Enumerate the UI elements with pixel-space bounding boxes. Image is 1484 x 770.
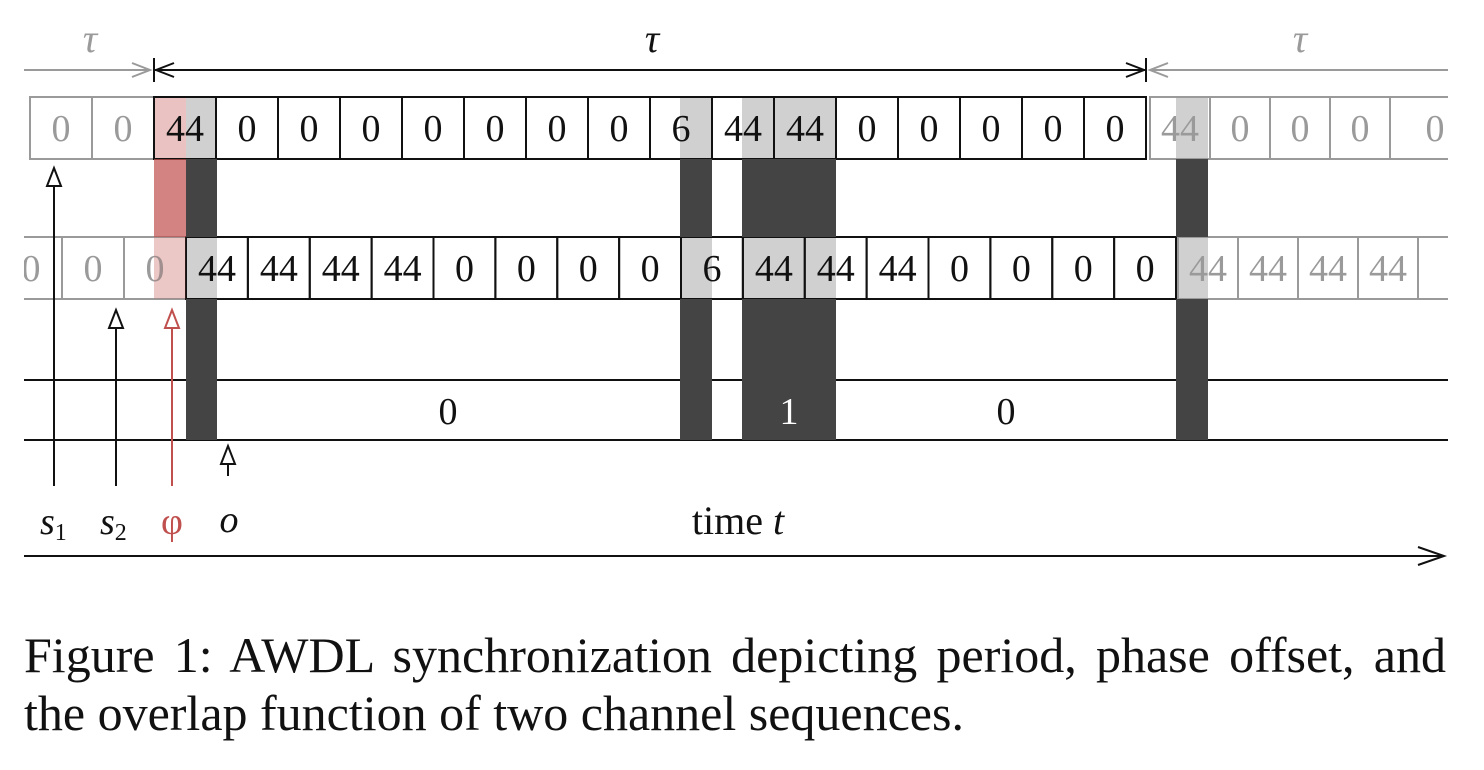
sequence_1-right-value: 44 bbox=[1161, 108, 1199, 150]
sequence_2-main-value: 44 bbox=[322, 248, 360, 290]
period-label-left: τ bbox=[83, 16, 99, 61]
overlap-block-a bbox=[186, 299, 217, 440]
sequence_2-right-value: 0 bbox=[1454, 248, 1473, 290]
sequence_1-left-value: 0 bbox=[52, 108, 71, 150]
sequence_1-main-value: 44 bbox=[166, 108, 204, 150]
s1-label: s1 bbox=[40, 501, 67, 546]
row2-highlight-a bbox=[186, 237, 217, 299]
sequence_2-main-value: 6 bbox=[702, 248, 721, 290]
phi-marker-arrowhead bbox=[163, 307, 181, 329]
sequence_2-left-value: 0 bbox=[22, 248, 41, 290]
sequence_1-main-value: 0 bbox=[1106, 108, 1125, 150]
phi-label: φ bbox=[161, 501, 183, 543]
sequence_1-main-value: 44 bbox=[786, 108, 824, 150]
row2-highlight-phase bbox=[154, 237, 186, 299]
period-arrows bbox=[24, 58, 1448, 82]
time-axis-arrowhead bbox=[1417, 546, 1448, 566]
sequence_2-right-value: 44 bbox=[1249, 248, 1287, 290]
sequence_1-right-value: 0 bbox=[1351, 108, 1370, 150]
overlap-label-0-left: 0 bbox=[439, 391, 458, 433]
sequence_1-main-value: 6 bbox=[672, 108, 691, 150]
period-main-arrowhead-right bbox=[1125, 62, 1147, 78]
period-main-arrowhead-left bbox=[153, 62, 175, 78]
sequence_2-main-value: 44 bbox=[817, 248, 855, 290]
sequence_2-main-value: 44 bbox=[260, 248, 298, 290]
sequence_2-right-value: 44 bbox=[1309, 248, 1347, 290]
sequence_1-main-value: 0 bbox=[610, 108, 629, 150]
overlap-block-c bbox=[742, 299, 836, 440]
sequence_1-main-value: 44 bbox=[724, 108, 762, 150]
sequence_2-main-value: 0 bbox=[641, 248, 660, 290]
row1-highlight-phase bbox=[154, 97, 186, 159]
sequence_2-main-value: 44 bbox=[198, 248, 236, 290]
o-marker-arrowhead bbox=[219, 443, 237, 465]
row1-highlight-d bbox=[1176, 97, 1208, 159]
sequence_2-right-value: 44 bbox=[1369, 248, 1407, 290]
overlap-block-b bbox=[680, 299, 712, 440]
period-label-main: τ bbox=[645, 16, 661, 61]
time-axis-label: time t bbox=[692, 498, 785, 543]
row2-highlight-c bbox=[742, 237, 836, 299]
sequence_2-main-value: 0 bbox=[579, 248, 598, 290]
sequence_2-main-value: 0 bbox=[950, 248, 969, 290]
sequence_1-right-value: 0 bbox=[1291, 108, 1310, 150]
s1-marker-arrowhead bbox=[45, 165, 63, 187]
sequence_1-main-value: 0 bbox=[362, 108, 381, 150]
row1-highlight-c bbox=[742, 97, 836, 159]
dark-connector-a bbox=[186, 159, 217, 237]
sequence_2-main-cell bbox=[1113, 236, 1177, 300]
dark-connector-b bbox=[680, 159, 712, 237]
overlap-label-1: 1 bbox=[780, 391, 799, 433]
sequence_2-main-value: 0 bbox=[517, 248, 536, 290]
sequence_1-main-value: 0 bbox=[858, 108, 877, 150]
sequence_2-right-cell bbox=[1417, 236, 1448, 300]
sequence_2-main-value: 44 bbox=[879, 248, 917, 290]
sequence_2-main-value: 0 bbox=[1074, 248, 1093, 290]
marker-arrows bbox=[45, 165, 237, 486]
channel-sequence-2: 0 0 0 44 44 44 44 0 0 0 0 6 44 44 44 0 0 0 0 44 44 44 44 0 bbox=[22, 236, 1473, 300]
overlap-connectors bbox=[154, 159, 1208, 299]
row2-highlight-b bbox=[680, 237, 712, 299]
sequence_2-main-value: 0 bbox=[1012, 248, 1031, 290]
row2-highlight-d bbox=[1176, 237, 1208, 299]
red-connector bbox=[154, 159, 186, 237]
channel-sequence-1: 0 0 44 0 0 0 0 0 0 0 6 44 44 0 0 0 0 0 44 0 0 0 0 bbox=[29, 96, 1448, 160]
sequence_1-main-value: 0 bbox=[424, 108, 443, 150]
sequence_1-main-value: 0 bbox=[548, 108, 567, 150]
o-label: o bbox=[220, 499, 239, 541]
awdl-sync-diagram: τ τ τ 0 0 44 0 0 0 0 0 0 0 6 44 44 0 0 0 0 0 44 0 0 0 0 0 0 0 44 4… bbox=[22, 16, 1473, 566]
period-left-gray-arrowhead bbox=[131, 62, 153, 78]
sequence_1-right-cell bbox=[1389, 96, 1448, 160]
sequence_2-left-value: 0 bbox=[84, 248, 103, 290]
sequence_2-main-value: 44 bbox=[384, 248, 422, 290]
sequence_1-main-value: 0 bbox=[486, 108, 505, 150]
sequence_1-main-value: 0 bbox=[982, 108, 1001, 150]
overlap-block-d bbox=[1176, 299, 1208, 440]
row1-highlight-a bbox=[186, 97, 217, 159]
sequence_1-main-value: 0 bbox=[1044, 108, 1063, 150]
figure-caption: Figure 1: AWDL synchronization depicting… bbox=[24, 627, 1446, 741]
s2-label: s2 bbox=[100, 501, 127, 546]
sequence_1-right-value: 0 bbox=[1426, 108, 1445, 150]
sequence_1-left-value: 0 bbox=[114, 108, 133, 150]
red-connector-lower bbox=[154, 237, 186, 299]
sequence_2-left-value: 0 bbox=[146, 248, 165, 290]
sequence_1-main-value: 0 bbox=[238, 108, 257, 150]
sequence_2-main-value: 0 bbox=[455, 248, 474, 290]
sequence_1-main-cell bbox=[1083, 96, 1147, 160]
sequence_2-main-value: 0 bbox=[1136, 248, 1155, 290]
overlap-label-0-right: 0 bbox=[997, 391, 1016, 433]
dark-connector-d bbox=[1176, 159, 1208, 237]
sequence_2-main-value: 44 bbox=[755, 248, 793, 290]
period-right-gray-arrowhead bbox=[1147, 62, 1169, 78]
sequence_1-right-value: 0 bbox=[1231, 108, 1250, 150]
row1-highlight-b bbox=[680, 97, 712, 159]
sequence_1-main-value: 0 bbox=[920, 108, 939, 150]
period-label-right: τ bbox=[1293, 16, 1309, 61]
sequence_1-main-value: 0 bbox=[300, 108, 319, 150]
overlap-function: 0 1 0 bbox=[24, 299, 1448, 441]
dark-connector-c bbox=[742, 159, 836, 237]
s2-marker-arrowhead bbox=[107, 307, 125, 329]
sequence_2-right-value: 44 bbox=[1189, 248, 1227, 290]
